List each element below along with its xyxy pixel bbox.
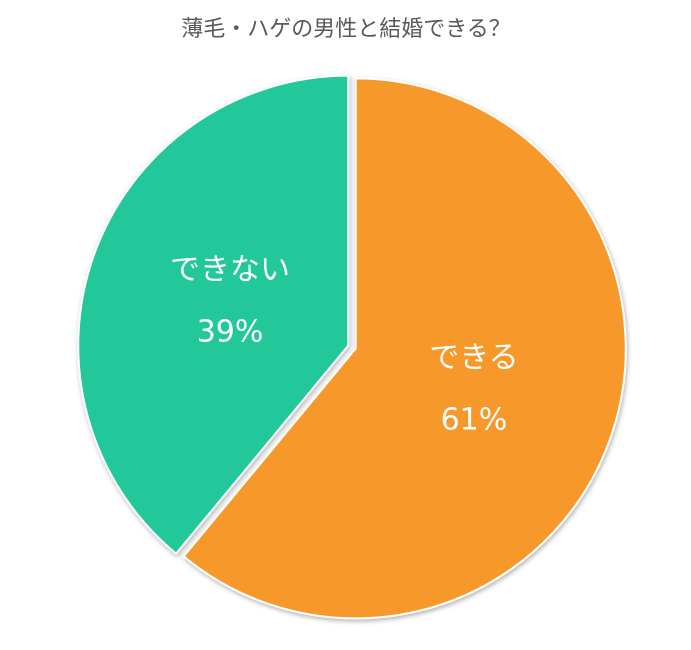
pie (77, 74, 627, 620)
slice-value-label: 61% (441, 402, 508, 437)
pie-slice (182, 77, 627, 620)
chart-title: 薄毛・ハゲの男性と結婚できる？ (181, 17, 511, 42)
slice-category-label: できない (170, 253, 290, 288)
slice-value-label: 39% (197, 315, 264, 350)
labels: できる 61% できない 39% (170, 253, 519, 438)
slice-category-label: できる (429, 340, 518, 375)
pie-slice (77, 74, 350, 556)
